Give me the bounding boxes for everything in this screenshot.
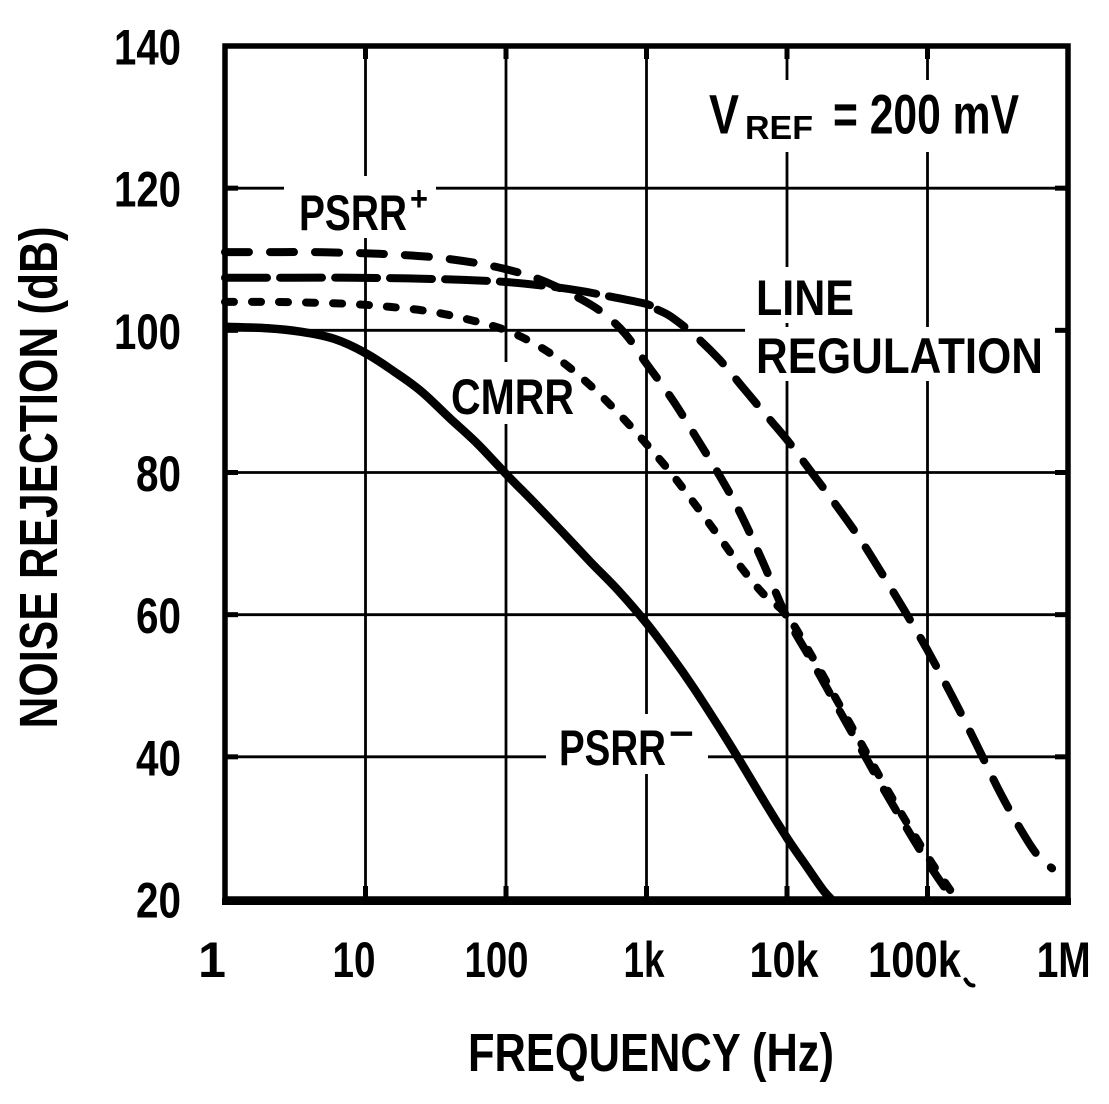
curve-line_regulation-flat [221,273,662,314]
knockout-line [745,267,867,323]
curve-label-line: LINE [756,270,854,326]
y-axis-title: NOISE REJECTION (dB) [9,227,69,729]
y-tick-label-100: 100 [114,304,181,360]
curve-label-psrr-plus-sup: + [410,180,428,218]
curve-line_regulation [653,305,1057,873]
x-axis-title: FREQUENCY (Hz) [468,1023,834,1083]
y-tick-label-120: 120 [114,162,181,218]
curve-psrr_minus [224,322,836,904]
curve-label-psrr-plus: PSRR [299,185,407,241]
curve-label-regulation: REGULATION [756,328,1043,384]
knockout-vref-annotation [698,80,1030,152]
vref-annotation-value: = 200 mV [833,83,1019,146]
curves [221,248,1057,904]
x-tick-label-100k: 100k [868,932,961,988]
knockout-psrr-minus [546,714,708,774]
y-tick-label-20: 20 [136,873,181,929]
scan-artifact [963,977,976,988]
curve-label-psrr-minus: PSRR [559,720,666,776]
plot-frame [222,43,1071,905]
x-tick-label-1: 1 [198,932,226,988]
x-tick-label-10k: 10k [750,932,819,988]
knockout-regulation [745,327,1055,381]
x-tick-label-1M: 1M [1037,932,1091,988]
y-tick-label-60: 60 [136,588,181,644]
vref-annotation-variable: V [709,83,739,146]
x-tick-label-10: 10 [333,932,376,988]
y-axis-tick-labels: 140 120 100 80 60 40 20 [114,20,181,929]
label-knockouts [284,80,1055,774]
x-axis-tick-labels: 1 10 100 1k 10k 100k 1M [198,932,1091,988]
curve-label-cmrr: CMRR [451,369,574,425]
x-tick-label-100: 100 [465,932,529,988]
knockout-psrr-plus [284,176,436,238]
vref-annotation-subscript: REF [745,109,813,146]
knockout-cmrr [440,362,586,424]
curve-cmrr [221,297,962,904]
y-tick-label-40: 40 [136,730,181,786]
vref-annotation: V REF = 200 mV [709,83,1019,147]
y-tick-label-140: 140 [114,20,181,76]
y-tick-label-80: 80 [136,446,181,502]
x-tick-label-1k: 1k [624,932,665,988]
curve-label-psrr-minus-sup: − [669,712,694,756]
